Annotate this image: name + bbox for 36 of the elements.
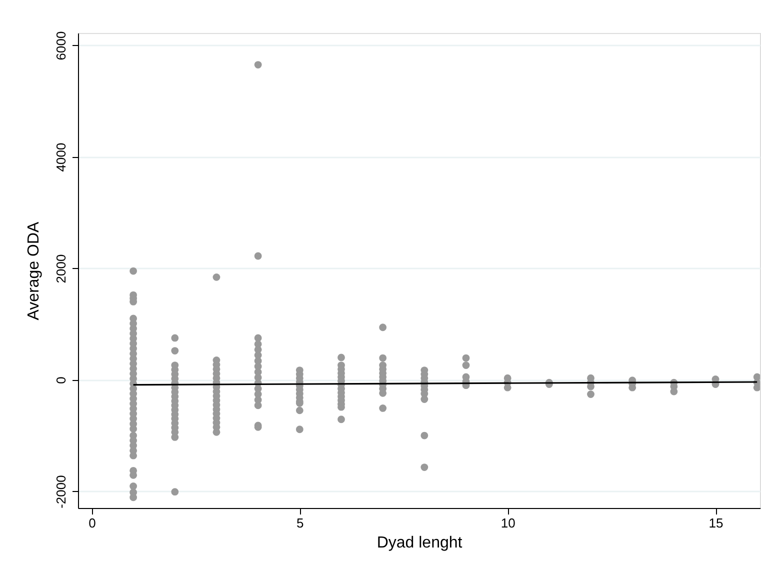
point (171, 488, 179, 496)
point (587, 390, 594, 398)
y-tick-label: 6000 (54, 31, 68, 60)
point (420, 396, 428, 403)
y-tick-label: -2000 (54, 475, 68, 508)
point (379, 404, 387, 412)
y-axis-title: Average ODA (26, 221, 42, 320)
point (130, 482, 138, 490)
x-tick-label: 15 (708, 516, 724, 530)
point (130, 267, 138, 275)
point (130, 494, 138, 502)
y-tick-label: 0 (54, 376, 68, 384)
y-tick-label: 2000 (54, 254, 68, 284)
point (296, 406, 304, 414)
point (212, 273, 220, 281)
point (296, 426, 304, 434)
point (338, 416, 345, 424)
point (420, 464, 428, 471)
point (254, 61, 262, 68)
x-tick-label: 5 (296, 516, 304, 530)
point (254, 402, 262, 410)
x-axis-title: Dyad lenght (376, 534, 463, 552)
point (254, 252, 262, 260)
point (462, 362, 470, 369)
point (171, 347, 179, 354)
y-tick-label: 4000 (54, 142, 68, 172)
point (462, 354, 470, 362)
x-tick-label: 10 (500, 516, 516, 530)
x-tick-label: 0 (88, 516, 96, 530)
point (130, 425, 138, 433)
point (171, 334, 179, 342)
point (379, 324, 387, 332)
point (338, 354, 345, 362)
point (379, 354, 387, 362)
point (420, 432, 428, 440)
point (254, 334, 262, 342)
